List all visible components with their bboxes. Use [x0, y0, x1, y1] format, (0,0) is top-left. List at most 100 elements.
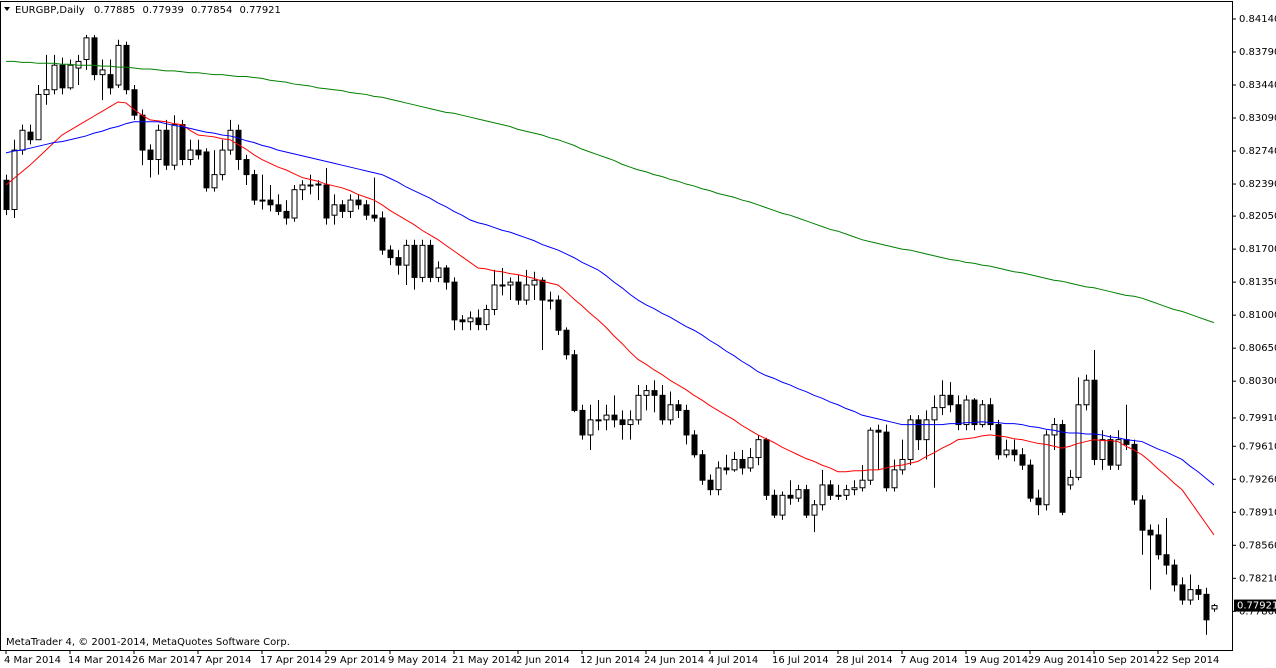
candle-body	[323, 184, 330, 219]
x-tick-label: 14 Mar 2014	[68, 655, 131, 666]
candle-body	[603, 414, 610, 421]
candle-body	[19, 129, 26, 151]
candle-body	[571, 354, 578, 411]
candle-body	[1003, 449, 1010, 456]
candle-body	[339, 204, 346, 212]
candle-body	[1115, 439, 1122, 466]
x-tick-label: 10 Sep 2014	[1092, 655, 1155, 666]
candle-body	[763, 439, 770, 496]
candle-body	[691, 434, 698, 456]
candle-body	[995, 424, 1002, 456]
candle-body	[267, 199, 274, 206]
candle-body	[483, 308, 490, 326]
candle-body	[1099, 439, 1106, 460]
candle-body	[1195, 589, 1202, 595]
close-value: 0.77921	[240, 5, 281, 16]
candle-body	[1163, 554, 1170, 566]
chart-header: EURGBP,Daily 0.77885 0.77939 0.77854 0.7…	[15, 5, 281, 16]
open-value: 0.77885	[94, 5, 135, 16]
candle-body	[907, 419, 914, 460]
candle-body	[955, 404, 962, 426]
candle-body	[715, 467, 722, 491]
candle-body	[299, 184, 306, 191]
candle-body	[291, 189, 298, 219]
watermark: MetaTrader 4, © 2001-2014, MetaQuotes So…	[6, 637, 290, 648]
candle-body	[811, 504, 818, 516]
candle-body	[1059, 424, 1066, 513]
candle-body	[659, 394, 666, 421]
candle-body	[747, 457, 754, 469]
candle-body	[451, 281, 458, 321]
candle-body	[1139, 499, 1146, 531]
moving-average	[6, 60, 1215, 324]
candle-body	[83, 37, 90, 61]
candle-body	[115, 44, 122, 86]
candle-body	[523, 284, 530, 301]
candle-body	[1179, 584, 1186, 601]
candle-body	[491, 284, 498, 310]
candle-body	[187, 149, 194, 161]
candle-body	[155, 129, 162, 161]
candle-body	[347, 199, 354, 212]
candle-body	[499, 284, 506, 287]
candle-body	[667, 404, 674, 421]
candle-body	[1019, 454, 1026, 466]
x-tick-label: 26 Mar 2014	[132, 655, 195, 666]
candle-body	[971, 399, 978, 426]
candle-body	[1171, 564, 1178, 586]
candle-body	[171, 124, 178, 166]
x-tick-label: 22 Sep 2014	[1156, 655, 1219, 666]
candle-body	[803, 489, 810, 516]
candle-body	[787, 494, 794, 499]
candle-body	[1107, 439, 1114, 466]
candle-body	[379, 217, 386, 251]
x-tick-label: 24 Jun 2014	[644, 655, 704, 666]
candle-body	[203, 151, 210, 189]
x-tick-label: 16 Jul 2014	[772, 655, 829, 666]
candle-body	[259, 199, 266, 202]
candle-body	[779, 494, 786, 516]
x-tick-label: 7 Apr 2014	[196, 655, 251, 666]
candle-body	[1187, 589, 1194, 601]
candle-body	[387, 249, 394, 259]
candle-body	[587, 419, 594, 436]
candle-body	[1083, 379, 1090, 406]
candle-body	[1011, 449, 1018, 456]
candle-body	[243, 159, 250, 176]
candle-body	[107, 74, 114, 89]
candle-body	[1067, 476, 1074, 486]
candle-body	[755, 439, 762, 459]
candle-body	[819, 484, 826, 506]
candle-body	[51, 64, 58, 91]
candle-body	[459, 319, 466, 323]
candle-body	[211, 174, 218, 189]
candle-body	[579, 409, 586, 436]
candle-body	[1075, 404, 1082, 478]
candle-body	[595, 419, 602, 422]
candle-body	[67, 64, 74, 89]
candle-body	[507, 281, 514, 286]
candle-body	[539, 279, 546, 301]
candle-body	[1043, 434, 1050, 506]
moving-average	[5, 121, 1215, 486]
candle-body	[635, 394, 642, 421]
candle-body	[707, 479, 714, 491]
x-tick-label: 19 Aug 2014	[964, 655, 1028, 666]
candle-body	[851, 487, 858, 491]
candle-body	[859, 479, 866, 489]
candle-body	[179, 124, 186, 161]
candle-body	[275, 204, 282, 212]
x-tick-label: 4 Mar 2014	[4, 655, 61, 666]
price-box	[1234, 599, 1276, 612]
